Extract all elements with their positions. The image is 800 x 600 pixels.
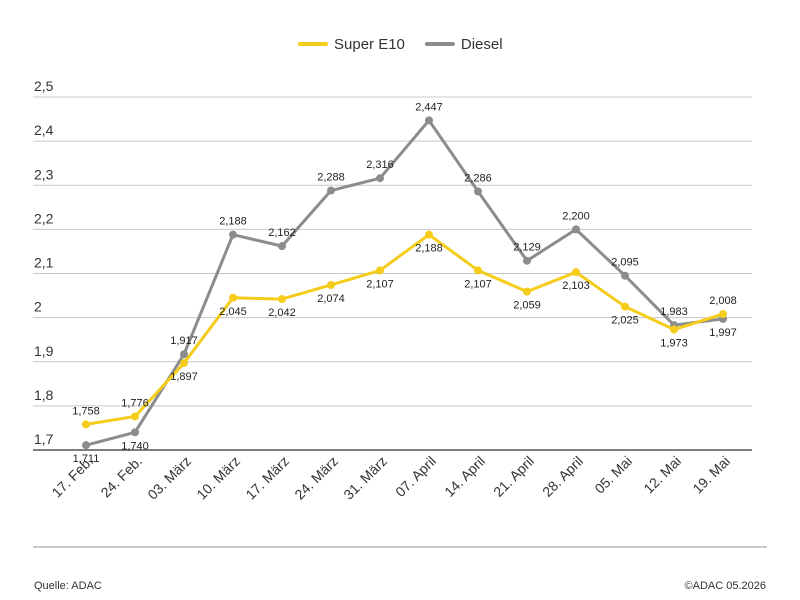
data-point — [82, 420, 90, 429]
data-point — [621, 302, 629, 311]
data-label-diesel: 2,095 — [611, 257, 639, 269]
data-labels: 1,758 1,711 1,776 1,740 1,897 1,917 2,045 2,188… — [72, 101, 737, 465]
data-point — [572, 225, 580, 234]
legend: Super E10 Diesel — [298, 36, 503, 53]
data-point — [474, 187, 482, 196]
data-label-diesel: 2,200 — [562, 210, 590, 222]
y-tick-label: 2 — [34, 299, 42, 315]
data-label-super-e10: 2,074 — [317, 293, 345, 305]
x-tick-label: 10. März — [193, 453, 243, 503]
data-label-super-e10: 2,045 — [219, 306, 247, 318]
data-label-diesel: 2,188 — [219, 216, 247, 228]
data-point — [229, 293, 237, 302]
x-tick-label: 14. April — [441, 453, 488, 500]
x-tick-label: 24. Feb. — [97, 453, 145, 501]
x-tick-label: 31. März — [340, 453, 390, 503]
y-axis: 1,7 1,8 1,9 2 2,1 2,2 2,3 2,4 2,5 — [34, 78, 54, 447]
data-label-super-e10: 1,758 — [72, 405, 100, 417]
footer-divider — [33, 546, 767, 548]
series-line-super-e10 — [84, 233, 725, 426]
data-label-diesel: 1,983 — [660, 306, 688, 318]
data-label-diesel: 1,917 — [170, 335, 198, 347]
x-tick-label: 07. April — [392, 453, 439, 500]
data-label-diesel: 2,129 — [513, 242, 541, 254]
data-point — [180, 350, 188, 359]
y-tick-label: 2,3 — [34, 166, 54, 182]
x-tick-label: 28. April — [539, 453, 586, 500]
data-label-super-e10: 2,042 — [268, 307, 296, 319]
y-tick-label: 1,8 — [34, 387, 54, 403]
data-label-diesel: 2,447 — [415, 101, 443, 113]
data-point — [278, 242, 286, 251]
data-label-super-e10: 1,897 — [170, 371, 198, 383]
y-tick-label: 2,1 — [34, 255, 54, 271]
data-point — [376, 266, 384, 275]
x-tick-label: 24. März — [291, 453, 341, 503]
data-point — [327, 186, 335, 195]
data-point — [229, 230, 237, 239]
data-point — [670, 325, 678, 334]
x-tick-label: 21. April — [490, 453, 537, 500]
y-tick-label: 2,5 — [34, 78, 54, 94]
data-label-super-e10: 1,973 — [660, 338, 688, 350]
x-tick-label: 17. März — [242, 453, 292, 503]
data-label-diesel: 1,711 — [73, 453, 100, 465]
data-label-super-e10: 2,059 — [513, 300, 541, 312]
x-tick-label: 05. Mai — [591, 453, 635, 497]
y-tick-label: 1,7 — [34, 431, 54, 447]
data-point — [131, 412, 139, 421]
data-label-super-e10: 2,107 — [366, 278, 394, 290]
y-tick-label: 2,2 — [34, 210, 54, 226]
data-point — [523, 287, 531, 296]
x-axis: 17. Feb. 24. Feb. 03. März 10. März 17. März… — [48, 453, 733, 503]
x-tick-label: 12. Mai — [640, 453, 684, 497]
data-point — [376, 174, 384, 183]
data-label-super-e10: 2,107 — [464, 278, 492, 290]
y-tick-label: 2,4 — [34, 122, 54, 138]
data-point — [474, 266, 482, 275]
copyright-note: ©ADAC 05.2026 — [684, 580, 767, 592]
data-point — [425, 230, 433, 239]
data-label-diesel: 2,286 — [464, 172, 492, 184]
x-tick-label: 19. Mai — [689, 453, 733, 497]
data-label-diesel: 2,162 — [268, 227, 296, 239]
data-label-super-e10: 2,025 — [611, 315, 639, 327]
data-point — [572, 268, 580, 277]
data-label-super-e10: 2,188 — [415, 243, 443, 255]
legend-label: Super E10 — [334, 36, 405, 53]
data-point — [131, 428, 139, 437]
series-group — [82, 116, 727, 450]
data-point — [82, 441, 90, 450]
data-point — [327, 280, 335, 289]
data-point — [180, 359, 188, 368]
y-tick-label: 1,9 — [34, 343, 54, 359]
data-label-super-e10: 1,776 — [121, 397, 149, 409]
data-label-super-e10: 2,008 — [709, 295, 737, 307]
data-point — [278, 295, 286, 304]
x-tick-label: 03. März — [144, 453, 194, 503]
data-point — [621, 271, 629, 280]
data-point — [719, 310, 727, 319]
data-label-super-e10: 2,103 — [562, 280, 590, 292]
data-label-diesel: 1,997 — [709, 327, 737, 339]
data-label-diesel: 2,316 — [366, 159, 394, 171]
legend-label: Diesel — [461, 36, 503, 53]
source-note: Quelle: ADAC — [34, 580, 102, 592]
data-point — [425, 116, 433, 125]
data-label-diesel: 2,288 — [317, 172, 345, 184]
series-line-diesel — [84, 118, 725, 447]
data-label-diesel: 1,740 — [121, 440, 149, 452]
data-point — [523, 256, 531, 265]
